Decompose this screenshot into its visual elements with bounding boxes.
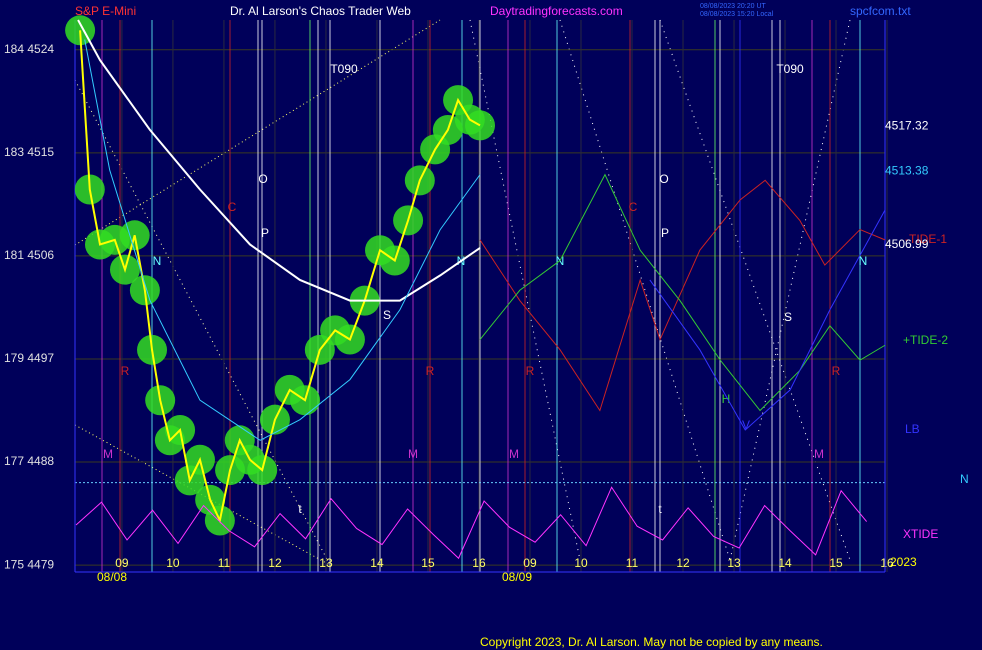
timestamp: 08/08/2023 15:20 Local: [700, 11, 774, 18]
price-label: 4506.99: [885, 237, 929, 251]
cycle-annotation: t: [658, 502, 662, 516]
cycle-annotation: t: [298, 502, 302, 516]
cycle-annotation: P: [661, 226, 669, 240]
cycle-annotation: O: [258, 172, 267, 186]
y-tick-label: 177 4488: [4, 454, 54, 468]
x-tick-label: 11: [218, 556, 231, 570]
x-tick-label: 09: [115, 556, 129, 570]
copyright: Copyright 2023, Dr. Al Larson. May not b…: [480, 635, 823, 649]
y-tick-label: 181 4506: [4, 248, 54, 262]
x-tick-label: 13: [319, 556, 333, 570]
chart-title: Dr. Al Larson's Chaos Trader Web: [230, 4, 411, 18]
x-tick-label: 10: [574, 556, 588, 570]
site: Daytradingforecasts.com: [490, 4, 623, 18]
legend-label: XTIDE: [903, 527, 938, 541]
x-tick-label: 14: [370, 556, 384, 570]
x-tick-label: 15: [829, 556, 843, 570]
cycle-annotation: V: [742, 418, 750, 432]
x-tick-label: 16: [472, 556, 486, 570]
y-tick-label: 179 4497: [4, 351, 54, 365]
date-label: 08/08: [97, 570, 127, 584]
legend-label: LB: [905, 422, 920, 436]
x-tick-label: 11: [626, 556, 639, 570]
x-tick-label: 13: [727, 556, 741, 570]
right-marker: N: [960, 472, 969, 486]
x-tick-label: 15: [421, 556, 435, 570]
series-line: [77, 19, 481, 302]
cycle-annotation: R: [426, 364, 435, 378]
x-tick-label: 14: [778, 556, 792, 570]
legend-label: +TIDE-2: [903, 333, 948, 347]
cycle-annotation: T090: [776, 62, 804, 76]
cycle-annotation: C: [228, 200, 237, 214]
x-tick-label: 12: [268, 556, 282, 570]
date-label: 08/09: [502, 570, 532, 584]
price-label: 4513.38: [885, 164, 929, 178]
x-tick-label: 10: [166, 556, 180, 570]
file-name: spcfcom.txt: [850, 4, 911, 18]
series-line: [479, 173, 886, 412]
series-line: [84, 39, 481, 441]
price-label: 4517.32: [885, 118, 929, 132]
x-tick-label: 09: [523, 556, 537, 570]
cycle-annotation: C: [629, 200, 638, 214]
y-tick-label: 183 4515: [4, 145, 54, 159]
cycle-annotation: M: [103, 447, 113, 461]
cycle-annotation: M: [814, 447, 824, 461]
instrument: S&P E-Mini: [75, 4, 136, 18]
series-line: [649, 209, 886, 431]
dotted-guide: [729, 19, 851, 561]
cycle-annotation: S: [383, 308, 391, 322]
date-label: 2023: [890, 555, 917, 569]
cycle-annotation: H: [722, 392, 731, 406]
cycle-annotation: P: [261, 226, 269, 240]
timestamp: 08/08/2023 20:20 UT: [700, 3, 766, 10]
y-tick-label: 175 4479: [4, 557, 54, 571]
cycle-annotation: N: [153, 254, 162, 268]
cycle-annotation: M: [408, 447, 418, 461]
cycle-annotation: T090: [330, 62, 358, 76]
cycle-annotation: O: [659, 172, 668, 186]
cycle-annotation: R: [832, 364, 841, 378]
x-tick-label: 16: [880, 556, 894, 570]
series-line: [75, 486, 868, 560]
cycle-annotation: S: [784, 310, 792, 324]
dotted-guide: [74, 424, 331, 566]
cycle-annotation: M: [509, 447, 519, 461]
y-tick-label: 184 4524: [4, 42, 54, 56]
x-tick-label: 12: [676, 556, 690, 570]
legend-label: -TIDE-1: [905, 232, 947, 246]
cycle-annotation: R: [121, 364, 130, 378]
cycle-annotation: N: [859, 254, 868, 268]
cycle-annotation: R: [526, 364, 535, 378]
series-line: [479, 179, 886, 412]
